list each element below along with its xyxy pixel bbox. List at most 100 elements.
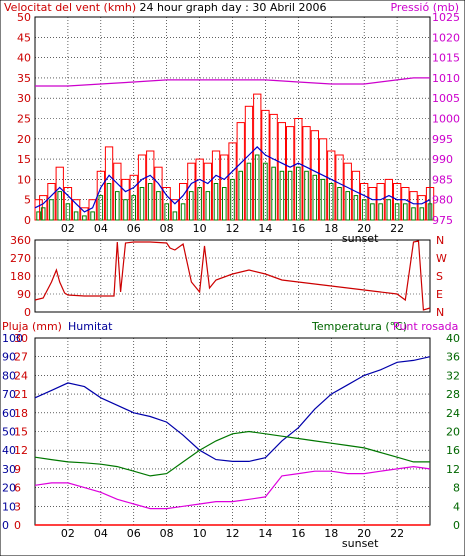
wind-y-tick: 25 — [17, 113, 31, 126]
temperature-y-tick: 40 — [446, 332, 460, 345]
wind-bar — [296, 166, 301, 221]
wind-pressure-panel: 0510152025303540455097598098599099510001… — [17, 11, 460, 245]
wind-bar — [90, 211, 95, 221]
temperature-y-tick: 20 — [446, 426, 460, 439]
wind-bar — [403, 203, 408, 221]
wind-bar — [213, 183, 219, 221]
wind-bar — [386, 199, 392, 221]
rain-y-tick: 27 — [14, 351, 28, 364]
wind-bar — [98, 195, 104, 221]
wind-x-tick: 04 — [94, 222, 108, 235]
humidity-y-tick: 70 — [2, 388, 16, 401]
wind-x-tick: 10 — [193, 222, 207, 235]
wind-bar — [411, 207, 416, 221]
pressure-title: Pressió (mb) — [390, 1, 459, 14]
bottom-x-tick: 20 — [357, 527, 371, 540]
wind-bar — [361, 199, 367, 221]
sunset-label: sunset — [342, 232, 379, 245]
wind-bar — [156, 191, 161, 221]
wind-bar — [36, 211, 41, 221]
wind-bar — [328, 183, 334, 221]
rain-y-tick: 0 — [14, 519, 21, 532]
wind-bar — [337, 187, 342, 221]
wind-bar — [304, 170, 309, 221]
wind-y-tick: 20 — [17, 133, 31, 146]
wind-bar — [394, 203, 400, 221]
wind-x-tick: 08 — [160, 222, 174, 235]
wind-bar — [222, 187, 227, 221]
humidity-y-tick: 0 — [2, 519, 9, 532]
humidity-y-tick: 80 — [2, 369, 16, 382]
direction-y-tick: 360 — [10, 234, 31, 247]
pressure-y-tick: 1025 — [432, 11, 460, 24]
wind-y-tick: 50 — [17, 11, 31, 24]
humidity-y-tick: 20 — [2, 482, 16, 495]
rain-y-tick: 3 — [14, 500, 21, 513]
bottom-x-tick: 14 — [258, 527, 272, 540]
wind-y-tick: 0 — [24, 214, 31, 227]
pressure-y-tick: 990 — [432, 153, 453, 166]
rain-y-tick: 9 — [14, 463, 21, 476]
wind-bar — [73, 211, 79, 221]
wind-bar — [230, 178, 235, 221]
temperature-title: Temperatura (°C) — [311, 320, 407, 333]
wind-y-tick: 15 — [17, 153, 31, 166]
wind-x-tick: 14 — [258, 222, 272, 235]
wind-speed-title: Velocitat del vent (kmh) — [4, 1, 136, 14]
pressure-line — [35, 77, 430, 87]
rain-y-tick: 12 — [14, 444, 28, 457]
compass-label: N — [436, 306, 444, 319]
humidity-y-tick: 60 — [2, 407, 16, 420]
wind-bar — [172, 211, 178, 221]
wind-bar — [320, 178, 326, 221]
humidity-title: Humitat — [68, 320, 113, 333]
humidity-line — [34, 356, 431, 462]
wind-average-line — [34, 146, 431, 213]
pressure-y-tick: 1020 — [432, 31, 460, 44]
pressure-y-tick: 980 — [432, 194, 453, 207]
wind-x-tick: 18 — [324, 222, 338, 235]
wind-x-tick: 12 — [226, 222, 240, 235]
wind-bar — [279, 170, 285, 221]
wind-x-tick: 22 — [390, 222, 404, 235]
humidity-y-tick: 50 — [2, 426, 16, 439]
dewpoint-title: Punt rosada — [393, 320, 458, 333]
pressure-y-tick: 985 — [432, 173, 453, 186]
wind-bar — [370, 203, 375, 221]
temperature-y-tick: 12 — [446, 463, 460, 476]
temperature-y-tick: 0 — [453, 519, 460, 532]
pressure-y-tick: 1015 — [432, 52, 460, 65]
wind-y-tick: 40 — [17, 52, 31, 65]
temperature-y-tick: 4 — [453, 500, 460, 513]
temperature-y-tick: 8 — [453, 482, 460, 495]
wind-bar — [263, 162, 268, 221]
wind-x-tick: 02 — [61, 222, 75, 235]
rain-y-tick: 21 — [14, 388, 28, 401]
rain-y-tick: 18 — [14, 407, 28, 420]
compass-label: N — [436, 234, 444, 247]
pressure-y-tick: 975 — [432, 214, 453, 227]
wind-y-tick: 5 — [24, 194, 31, 207]
wind-bar — [106, 183, 112, 221]
dewpoint-line — [34, 465, 431, 510]
bottom-x-tick: 08 — [160, 527, 174, 540]
rain-y-tick: 24 — [14, 369, 28, 382]
pressure-y-tick: 1000 — [432, 113, 460, 126]
wind-bar — [378, 203, 383, 221]
bottom-x-tick: 04 — [94, 527, 108, 540]
bottom-x-tick: 18 — [324, 527, 338, 540]
wind-bar — [345, 191, 350, 221]
pressure-y-tick: 995 — [432, 133, 453, 146]
temperature-y-tick: 36 — [446, 351, 460, 364]
rain-y-tick: 6 — [14, 482, 21, 495]
wind-x-tick: 16 — [291, 222, 305, 235]
humidity-y-tick: 90 — [2, 351, 16, 364]
bottom-x-tick: 12 — [226, 527, 240, 540]
wind-bar — [180, 203, 186, 221]
bottom-x-tick: 22 — [390, 527, 404, 540]
humidity-y-tick: 40 — [2, 444, 16, 457]
humidity-y-tick: 100 — [2, 332, 23, 345]
temperature-y-tick: 24 — [446, 407, 460, 420]
rain-y-tick: 15 — [14, 426, 28, 439]
wind-y-tick: 35 — [17, 72, 31, 85]
